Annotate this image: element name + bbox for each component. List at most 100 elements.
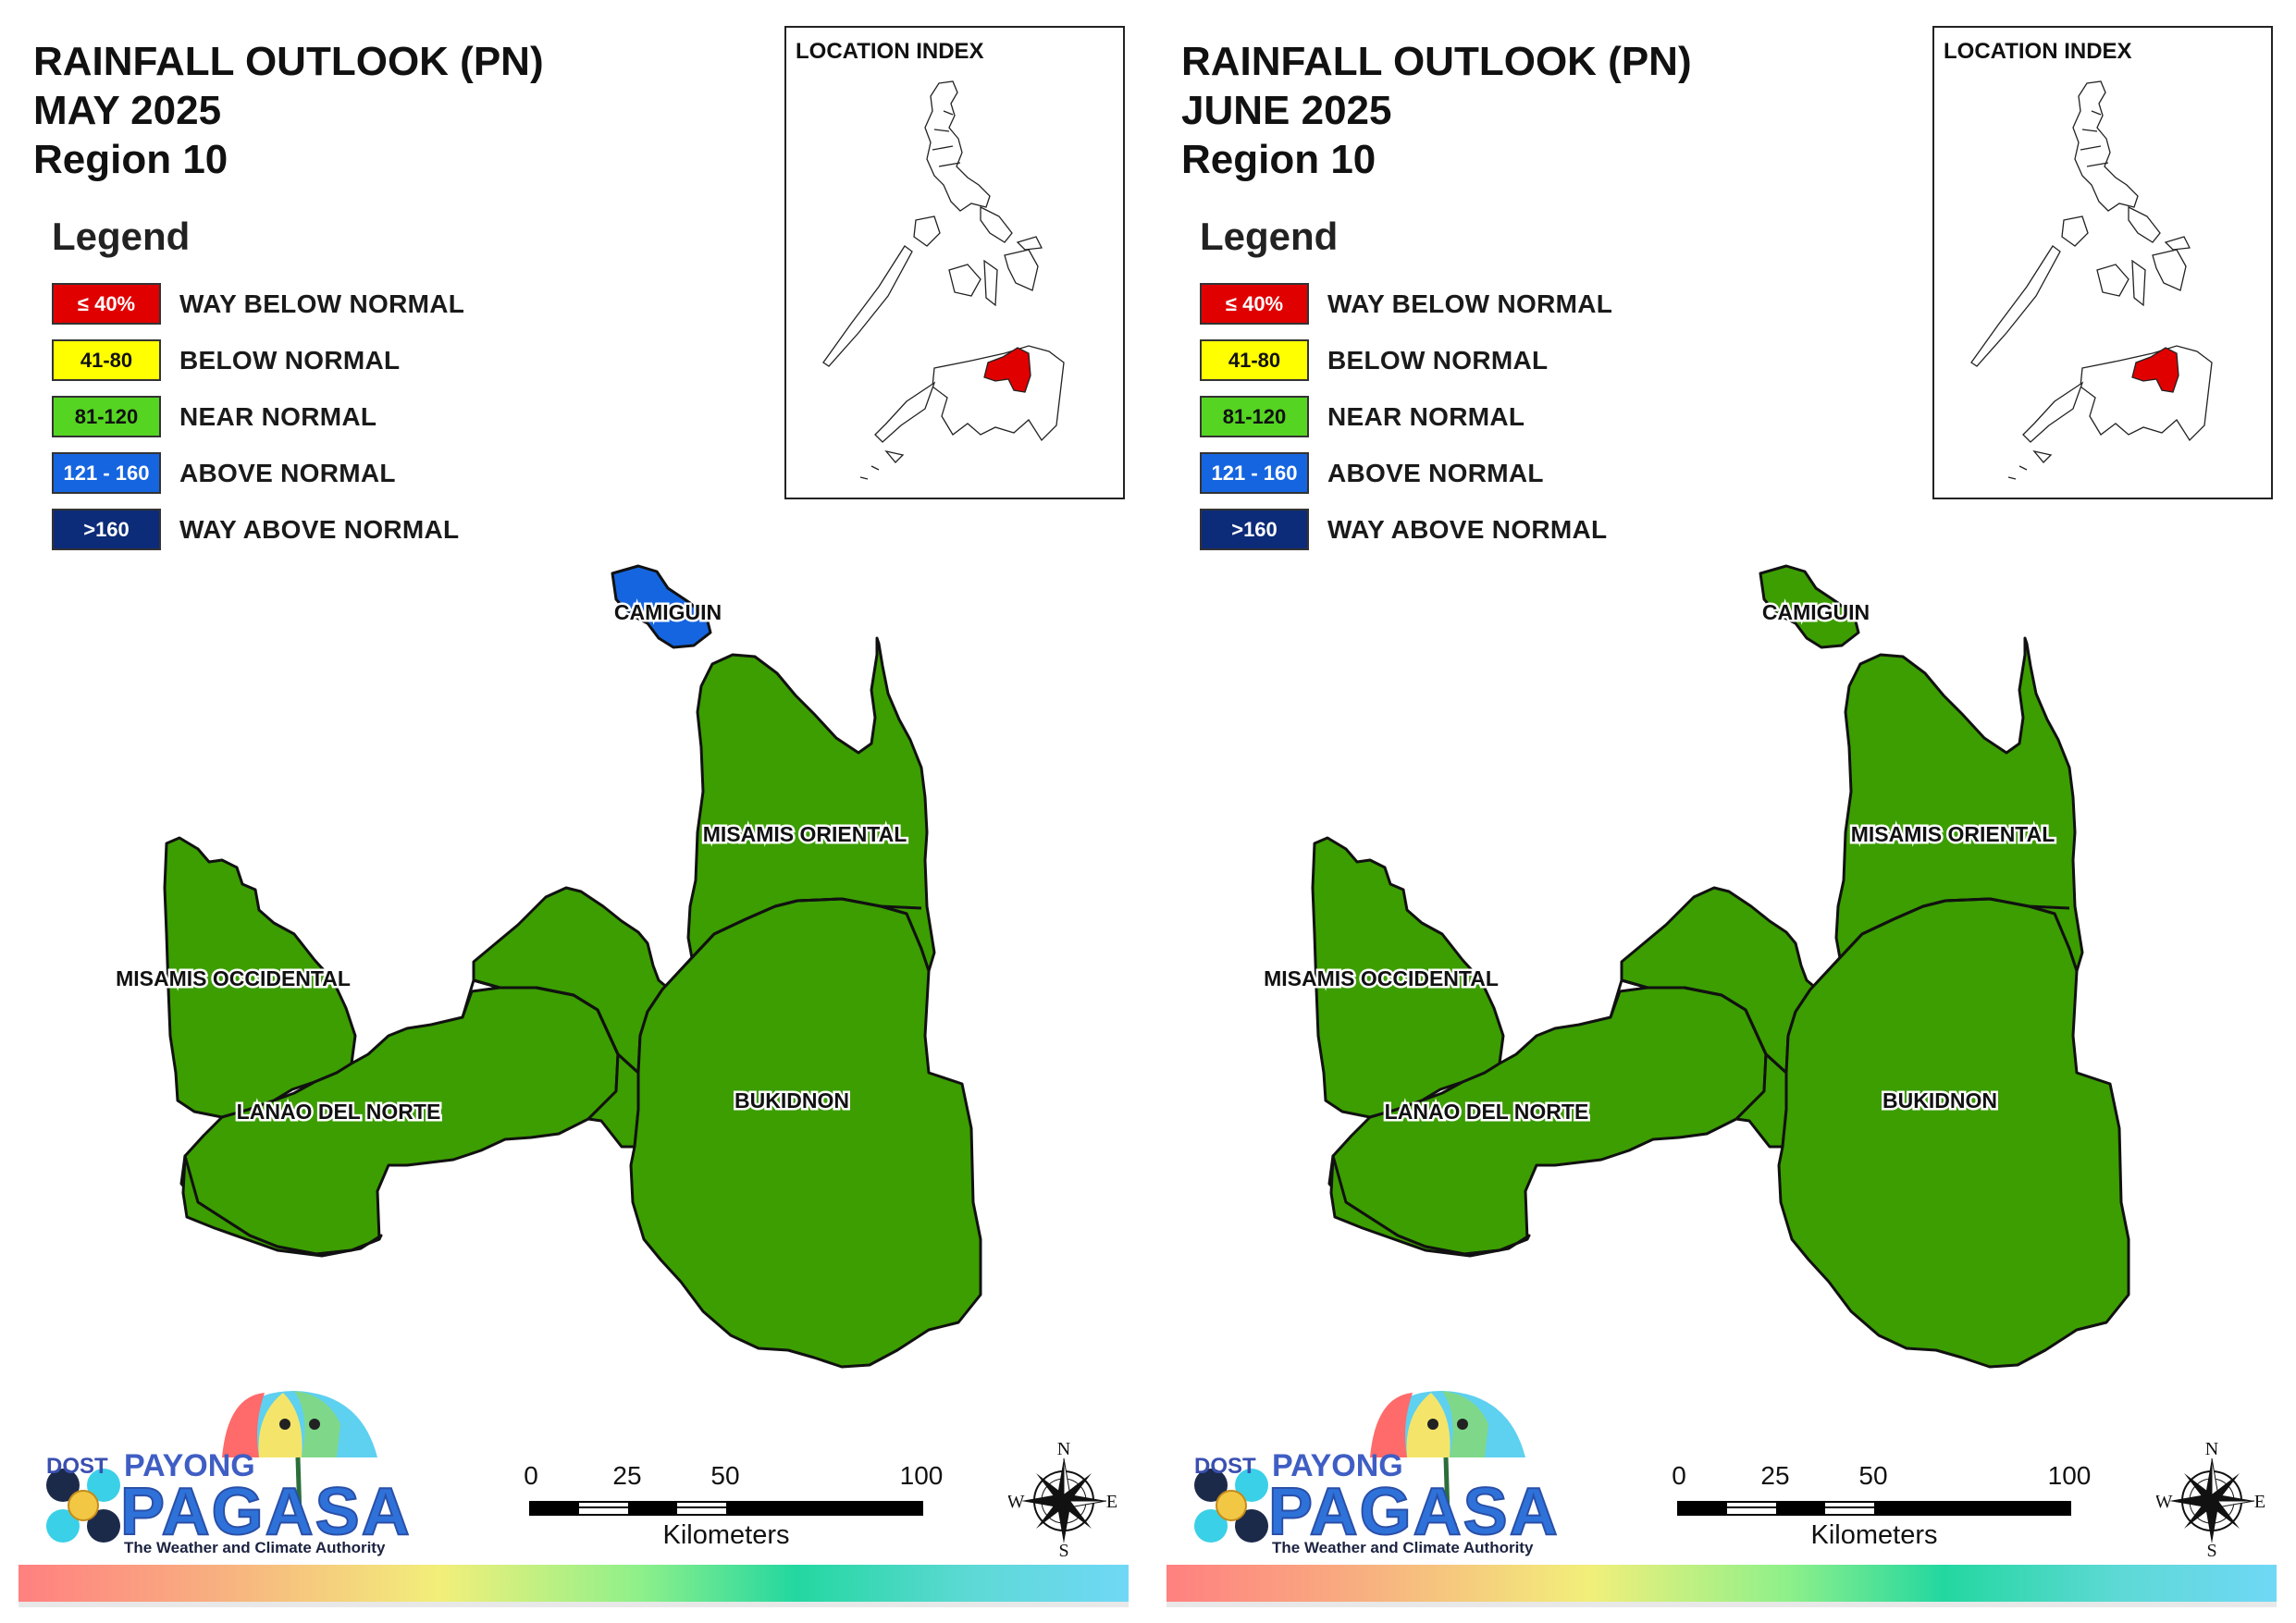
province-lanao-del-norte-west: [1329, 1154, 1531, 1258]
legend-swatch-3: 121 - 160: [1200, 452, 1309, 494]
compass-e: E: [1106, 1492, 1117, 1512]
logo-dost-text: DOST: [46, 1454, 108, 1479]
label-camiguin: CAMIGUIN: [1762, 600, 1870, 624]
scale-bar-graphic: [529, 1501, 923, 1516]
inset-title: LOCATION INDEX: [796, 39, 984, 64]
province-bukidnon: [629, 897, 982, 1369]
legend-item-label: NEAR NORMAL: [179, 401, 377, 431]
umbrella-icon: [46, 1391, 377, 1543]
footer-gradient-bar: [1167, 1565, 2277, 1602]
north-arrow-compass-icon: N S W E: [1008, 1439, 1117, 1558]
legend-item: >160 WAY ABOVE NORMAL: [1200, 501, 1612, 558]
legend-swatch-1: 41-80: [1200, 339, 1309, 381]
scale-tick-0: 0: [524, 1461, 538, 1490]
compass-w: W: [2156, 1492, 2173, 1512]
legend-item-label: ABOVE NORMAL: [179, 458, 396, 487]
legend-swatch-3: 121 - 160: [52, 452, 161, 494]
legend: Legend ≤ 40% WAY BELOW NORMAL 41-80 BELO…: [1200, 215, 1612, 558]
legend-item-label: BELOW NORMAL: [179, 345, 401, 375]
province-camiguin: [1759, 564, 1860, 649]
title-region: Region 10: [33, 137, 228, 182]
legend-swatch-4: >160: [52, 509, 161, 550]
legend-swatch-4: >160: [1200, 509, 1309, 550]
label-camiguin: CAMIGUIN: [614, 600, 722, 624]
province-misamis-occidental: [163, 836, 357, 1119]
region-10-highlight: [2131, 347, 2179, 393]
compass-n: N: [2205, 1439, 2218, 1459]
outlook-map-panel: RAINFALL OUTLOOK (PN) JUNE 2025 Region 1…: [1148, 0, 2296, 1623]
title-region: Region 10: [1181, 137, 1376, 182]
legend-title: Legend: [1200, 215, 1339, 258]
philippines-outline-map: [822, 80, 1065, 480]
logo-pagasa-text: PAGASA: [1267, 1474, 1560, 1550]
scale-tick-0: 0: [1672, 1461, 1686, 1490]
compass-s: S: [2206, 1541, 2216, 1558]
payong-pagasa-logo: DOST PAYONG PAGASA The Weather and Clima…: [1179, 1387, 1559, 1563]
province-camiguin: [611, 564, 712, 649]
province-lanao-del-norte-west: [181, 1154, 383, 1258]
location-index-inset: LOCATION INDEX: [784, 26, 1125, 499]
label-bukidnon: BUKIDNON: [1882, 1088, 1997, 1113]
label-lanao-del-norte: LANAO DEL NORTE: [1385, 1100, 1589, 1124]
title-product: RAINFALL OUTLOOK (PN): [33, 39, 544, 84]
legend-item-label: WAY ABOVE NORMAL: [1327, 514, 1608, 544]
map-title: RAINFALL OUTLOOK (PN) MAY 2025 Region 10: [33, 37, 544, 184]
legend-swatch-0: ≤ 40%: [52, 283, 161, 325]
north-arrow-compass-icon: N S W E: [2156, 1439, 2265, 1558]
scale-unit: Kilometers: [662, 1520, 790, 1550]
legend-item: 41-80 BELOW NORMAL: [1200, 332, 1612, 388]
logo-tagline: The Weather and Climate Authority: [124, 1539, 386, 1556]
scale-tick-50: 50: [710, 1461, 740, 1490]
compass-n: N: [1057, 1439, 1070, 1459]
compass-w: W: [1008, 1492, 1025, 1512]
legend-item: ≤ 40% WAY BELOW NORMAL: [52, 276, 464, 332]
scale-tick-100: 100: [2047, 1461, 2092, 1490]
location-index-inset: LOCATION INDEX: [1932, 26, 2273, 499]
scale-tick-25: 25: [1760, 1461, 1790, 1490]
footer-gradient-bar: [19, 1565, 1129, 1602]
logo-dost-text: DOST: [1194, 1454, 1256, 1479]
logo-payong-text: PAYONG: [1272, 1448, 1403, 1483]
legend-item: 121 - 160 ABOVE NORMAL: [1200, 445, 1612, 501]
inset-title: LOCATION INDEX: [1944, 39, 2132, 64]
region-10-map: CAMIGUIN MISAMIS ORIENTAL MISAMIS OCCIDE…: [114, 564, 982, 1369]
legend-item: 121 - 160 ABOVE NORMAL: [52, 445, 464, 501]
legend-swatch-0: ≤ 40%: [1200, 283, 1309, 325]
umbrella-icon: [1194, 1391, 1525, 1543]
legend-item-label: BELOW NORMAL: [1327, 345, 1549, 375]
payong-pagasa-logo: DOST PAYONG PAGASA The Weather and Clima…: [31, 1387, 411, 1563]
legend-item-label: WAY BELOW NORMAL: [1327, 289, 1613, 318]
label-misamis-occidental: MISAMIS OCCIDENTAL: [116, 966, 351, 990]
legend-item: ≤ 40% WAY BELOW NORMAL: [1200, 276, 1612, 332]
region-10-highlight: [983, 347, 1031, 393]
scale-bar-graphic: [1677, 1501, 2071, 1516]
legend-title: Legend: [52, 215, 191, 258]
outlook-map-panel: RAINFALL OUTLOOK (PN) MAY 2025 Region 10…: [19, 26, 1129, 1607]
province-bukidnon: [1777, 897, 2130, 1369]
legend-item-label: ABOVE NORMAL: [1327, 458, 1544, 487]
label-bukidnon: BUKIDNON: [734, 1088, 849, 1113]
title-month: MAY 2025: [33, 88, 222, 133]
logo-tagline: The Weather and Climate Authority: [1272, 1539, 1534, 1556]
scale-unit: Kilometers: [1810, 1520, 1938, 1550]
legend-swatch-1: 41-80: [52, 339, 161, 381]
legend-swatch-2: 81-120: [52, 396, 161, 437]
philippines-outline-map: [1970, 80, 2213, 480]
province-misamis-occidental: [1311, 836, 1505, 1119]
logo-pagasa-text: PAGASA: [119, 1474, 412, 1550]
logo-payong-text: PAYONG: [124, 1448, 255, 1483]
legend: Legend ≤ 40% WAY BELOW NORMAL 41-80 BELO…: [52, 215, 464, 558]
map-title: RAINFALL OUTLOOK (PN) JUNE 2025 Region 1…: [1181, 37, 1692, 184]
legend-item-label: WAY BELOW NORMAL: [179, 289, 465, 318]
legend-item: >160 WAY ABOVE NORMAL: [52, 501, 464, 558]
compass-e: E: [2254, 1492, 2265, 1512]
scale-tick-100: 100: [899, 1461, 944, 1490]
scale-bar: 0 25 50 100 Kilometers: [1672, 1461, 2091, 1563]
label-misamis-oriental: MISAMIS ORIENTAL: [703, 822, 907, 846]
legend-item-label: NEAR NORMAL: [1327, 401, 1525, 431]
footer-divider: [1167, 1602, 2277, 1607]
legend-item: 81-120 NEAR NORMAL: [1200, 388, 1612, 445]
scale-tick-50: 50: [1858, 1461, 1888, 1490]
title-product: RAINFALL OUTLOOK (PN): [1181, 39, 1692, 84]
scale-bar: 0 25 50 100 Kilometers: [524, 1461, 943, 1563]
